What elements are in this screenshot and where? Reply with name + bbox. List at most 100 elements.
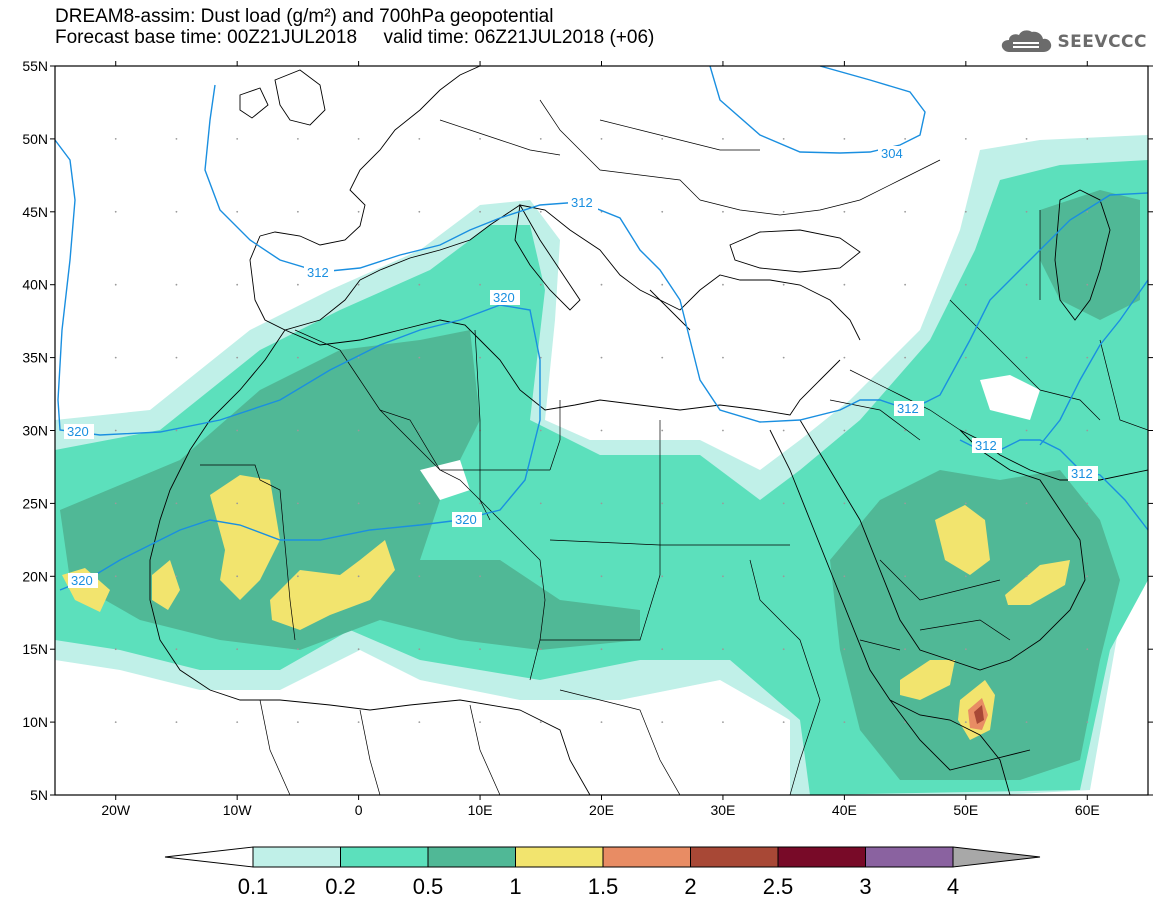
grid-dot [114,210,117,213]
grid-dot [1086,356,1089,359]
grid-dot [175,138,178,140]
grid-dot [782,283,785,286]
grid-dot [904,356,907,359]
grid-dot [114,356,117,359]
dust-region-yellow [1005,560,1070,605]
grid-dot [236,648,239,651]
grid-dot [418,138,421,140]
lat-label: 35N [22,350,48,366]
grid-dot [964,575,967,578]
grid-dot [722,575,724,578]
grid-dot [114,502,117,505]
chart-subtitle: Forecast base time: 00Z21JUL2018 valid t… [55,27,655,48]
grid-dot [479,721,481,723]
grid-dot [114,138,117,140]
grid-dot [479,356,481,359]
grid-dot [539,138,542,140]
grid-dot [236,575,239,578]
grid-dot [1086,721,1089,723]
grid-dot [843,210,846,213]
grid-dot [479,138,481,140]
contour-320-north [55,139,541,591]
colorbar-swatch [777,846,866,868]
grid-dot [175,283,178,286]
lat-label: 5N [30,787,48,803]
grid-dot [236,502,239,505]
grid-dot [600,575,603,578]
lon-label: 40E [832,802,857,818]
colorbar-tick-label: 0.5 [413,874,444,899]
grid-dot [964,210,967,213]
grid-dot [418,429,421,432]
grid-dot [600,138,603,140]
dust-free-region [980,375,1040,420]
lat-label: 15N [22,641,48,657]
contour-label: 320 [71,573,93,588]
contour-labels: 304 312 312 320 320 320 320 312 312 312 [64,146,1098,588]
grid-dot [843,721,846,723]
grid-dot [1025,575,1028,578]
grid-dot [782,721,785,723]
lon-label: 10E [468,802,493,818]
grid-dot [1086,283,1089,286]
grid-dot [114,429,117,432]
contour-label: 312 [307,265,329,280]
dust-region-yellow [270,540,395,630]
grid-dot [661,138,664,140]
colorbar-swatch [252,846,341,868]
dust-region-yellow [900,660,955,700]
grid-dot [175,429,178,432]
lon-label: 30E [710,802,735,818]
grid-dot [904,138,907,140]
grid-dot [722,429,724,432]
grid-dot [175,648,178,651]
lat-label: 40N [22,277,48,293]
grid-dot [843,356,846,359]
grid-dot [1025,356,1028,359]
grid-dot [843,138,846,140]
grid-dot [964,138,967,140]
grid-dot [661,575,664,578]
colorbar-swatch [690,846,779,868]
longitude-axis: 20W 10W 0 10E 20E 30E 40E 50E 60E [101,61,1100,818]
cloud-icon [1002,30,1052,52]
colorbar-tick-label: 2.5 [763,874,794,899]
grid-dot [479,502,481,505]
grid-dot [904,575,907,578]
grid-dot [114,721,117,723]
grid-dot [782,429,785,432]
grid-dot [357,648,360,651]
contour-label: 312 [975,438,997,453]
grid-dot [782,502,785,505]
grid-dot [1086,210,1089,213]
grid-dot [296,210,299,213]
lon-label: 20W [101,802,131,818]
latitude-axis: 55N 50N 45N 40N 35N 30N 25N 20N 15N 10N 5N [22,58,1153,803]
grid-dot [539,210,542,213]
grid-dot [782,138,785,140]
grid-dot [175,721,178,723]
grid-dot [964,721,967,723]
grid-dot [1025,210,1028,213]
grid-dot [175,356,178,359]
grid-dot [479,648,481,651]
grid-dot [418,575,421,578]
grid-dot [722,210,724,213]
colorbar-swatch [427,846,516,868]
colorbar-right-arrow [952,846,1041,868]
grid-dot [661,648,664,651]
grid-dot [661,721,664,723]
colorbar-swatch [340,846,429,868]
grid-dot [539,356,542,359]
grid-dot [964,648,967,651]
grid-dot [357,356,360,359]
grid-dot [1025,429,1028,432]
grid-dot [479,210,481,213]
grid-dot [418,210,421,213]
grid-dot [175,502,178,505]
lon-label: 50E [953,802,978,818]
contour-304 [709,66,926,154]
lat-label: 50N [22,131,48,147]
grid-dot [114,648,117,651]
